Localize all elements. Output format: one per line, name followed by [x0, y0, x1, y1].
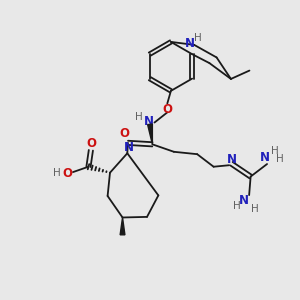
Polygon shape	[120, 218, 125, 235]
Text: O: O	[62, 167, 72, 180]
Text: H: H	[250, 204, 258, 214]
Text: H: H	[276, 154, 283, 164]
Text: H: H	[271, 146, 278, 157]
Text: H: H	[233, 201, 241, 212]
Text: N: N	[124, 141, 134, 154]
Polygon shape	[148, 124, 152, 144]
Text: N: N	[226, 153, 236, 166]
Text: O: O	[162, 103, 172, 116]
Text: H: H	[53, 168, 60, 178]
Text: H: H	[135, 112, 142, 122]
Text: O: O	[86, 137, 96, 150]
Text: N: N	[143, 116, 154, 128]
Text: N: N	[239, 194, 249, 207]
Text: O: O	[119, 128, 129, 140]
Text: N: N	[260, 151, 270, 164]
Text: N: N	[185, 37, 195, 50]
Text: H: H	[194, 33, 202, 43]
